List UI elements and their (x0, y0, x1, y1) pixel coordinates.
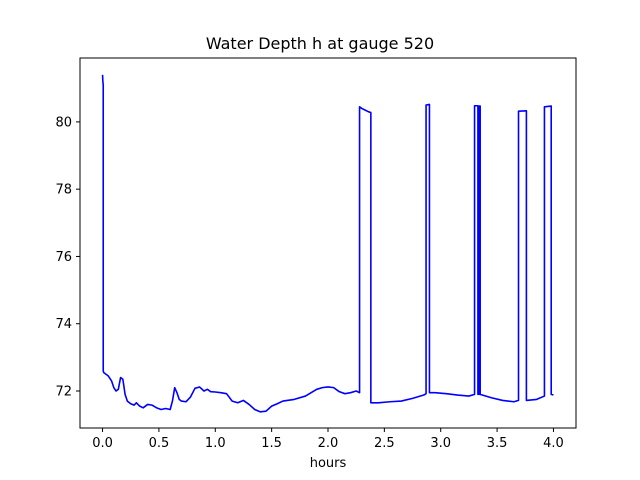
x-tick-label: 4.0 (543, 436, 564, 451)
y-tick-label: 72 (55, 385, 72, 400)
series-layer (101, 74, 554, 413)
x-axis-ticks: 0.0 0.5 1.0 1.5 2.0 2.5 3.0 3.5 4.0 (92, 428, 564, 451)
y-tick-label: 80 (55, 115, 72, 130)
y-tick-label: 78 (55, 183, 72, 198)
x-axis-label: hours (310, 456, 347, 471)
x-tick-label: 2.5 (374, 436, 395, 451)
y-tick-label: 74 (55, 317, 72, 332)
chart-title: Water Depth h at gauge 520 (206, 34, 434, 53)
y-tick-label: 76 (55, 250, 72, 265)
x-tick-label: 3.5 (487, 436, 508, 451)
x-tick-label: 3.0 (430, 436, 451, 451)
x-tick-label: 0.0 (92, 436, 113, 451)
x-tick-label: 1.5 (261, 436, 282, 451)
y-axis-ticks: 72 74 76 78 80 (55, 115, 80, 400)
x-tick-label: 2.0 (318, 436, 339, 451)
series-line-0 (101, 74, 554, 413)
x-tick-label: 1.0 (205, 436, 226, 451)
x-tick-label: 0.5 (149, 436, 170, 451)
